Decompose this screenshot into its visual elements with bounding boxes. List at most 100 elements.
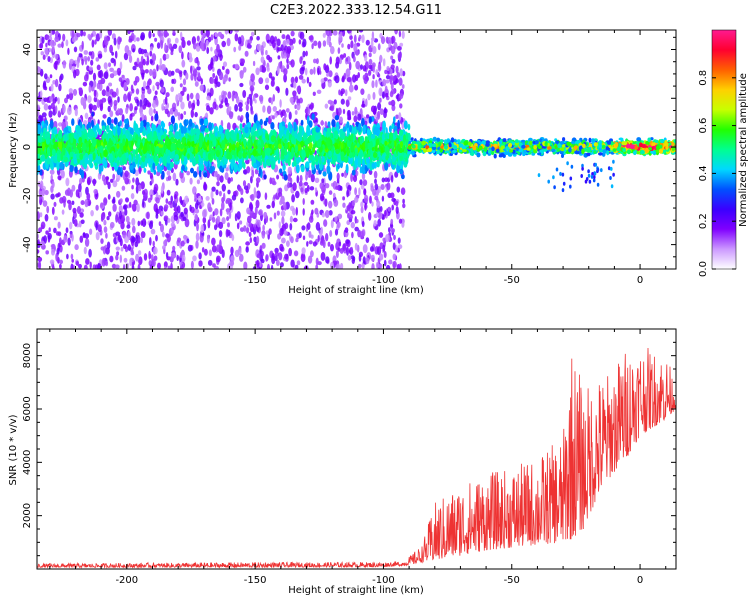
spectrogram-cell <box>289 215 293 223</box>
spectrogram-cell <box>381 177 385 183</box>
spectrogram-cell <box>148 250 151 260</box>
spectrogram-cell <box>226 208 229 215</box>
spectrogram-cell <box>119 61 123 70</box>
spectrogram-cell <box>92 104 97 111</box>
spectrogram-cell <box>378 263 383 269</box>
spectrogram-cell <box>110 221 115 229</box>
spectrogram-cell <box>339 185 343 191</box>
spectrogram-cell <box>364 54 368 62</box>
spectrogram-cell <box>88 248 92 258</box>
spectrogram-cell <box>196 66 201 71</box>
spectrogram-cell <box>180 101 185 110</box>
spectrogram-cell <box>160 120 165 128</box>
spectrogram-cell <box>283 230 288 236</box>
spectrogram-cell <box>395 65 399 74</box>
spectrogram-cell <box>374 196 379 201</box>
spectrogram-cell <box>39 212 43 218</box>
spectrogram-cell <box>388 157 392 164</box>
spectrogram-cell <box>83 128 87 134</box>
spectrogram-cell <box>300 164 305 173</box>
spectrogram-cell <box>238 107 243 112</box>
spectrogram-cell <box>88 66 94 71</box>
spectrogram-cell <box>112 180 118 188</box>
spectrogram-cell <box>180 211 185 218</box>
spectrogram-cell <box>271 200 275 209</box>
spectrogram-cell <box>306 222 311 231</box>
spectrogram-cell <box>209 142 213 152</box>
spectrogram-cell <box>147 158 152 165</box>
spectrogram-cell <box>189 177 193 185</box>
spectrogram-cell <box>129 145 134 152</box>
spectrogram-cell <box>284 138 287 144</box>
spectrogram-cell <box>183 86 187 92</box>
spectrogram-cell <box>72 207 77 214</box>
spectrogram-cell <box>103 178 107 186</box>
spectrogram-cell <box>190 260 194 269</box>
spectrogram-cell <box>289 223 293 231</box>
spectrogram-cell <box>315 58 319 65</box>
spectrogram-cell <box>95 57 100 62</box>
spectrogram-cell <box>96 64 101 71</box>
spectrogram-cell <box>156 42 161 49</box>
spectrogram-cell <box>340 88 345 95</box>
spectrogram-cell <box>401 30 405 39</box>
spectrogram-cell <box>311 209 314 215</box>
spectrogram-cell <box>298 181 303 187</box>
spectrogram-cell <box>256 235 260 245</box>
spectrogram-cell <box>87 95 92 103</box>
spectrogram-cell <box>99 146 103 154</box>
spectrogram-cell <box>384 162 389 171</box>
spectrogram-cell <box>59 259 63 265</box>
spectrogram-cell <box>339 116 343 124</box>
spectrogram-cell <box>238 45 242 51</box>
spectrogram-cell <box>53 201 57 207</box>
spectrogram-cell <box>214 170 218 177</box>
spectrogram-cell <box>116 143 120 149</box>
spectrogram-cell <box>288 111 292 120</box>
spectrogram-cell <box>154 90 158 96</box>
spectrogram-cell <box>112 203 117 212</box>
spectrogram-cell <box>298 232 302 239</box>
spectrogram-cell <box>130 84 134 92</box>
spectrogram-cell <box>287 166 292 175</box>
spectrogram-cell <box>76 143 82 151</box>
spectrogram-cell <box>114 50 118 59</box>
spectrogram-cell <box>74 219 78 227</box>
spectrogram-cell <box>260 50 264 56</box>
spectrogram-cell <box>71 30 75 39</box>
spectrogram-cell <box>239 253 244 262</box>
spectrogram-cell <box>55 62 58 71</box>
spectrogram-cell <box>173 122 177 133</box>
spectrogram-cell <box>315 257 319 266</box>
spectrogram-cell <box>117 36 122 45</box>
spectrogram-cell <box>398 218 403 224</box>
spectrogram-cell <box>149 221 153 230</box>
spectrogram-cell <box>54 36 60 43</box>
spectrogram-cell <box>86 177 91 186</box>
spectrogram-cell <box>45 49 49 55</box>
spectrogram-cell <box>140 93 146 101</box>
spectrogram-cell <box>211 237 216 246</box>
spectrogram-cell <box>302 198 305 205</box>
spectrogram-cell <box>129 127 134 135</box>
spectrogram-cell <box>123 81 128 91</box>
spectrogram-cell <box>321 212 325 218</box>
spectrogram-cell <box>348 84 354 93</box>
spectrogram-cell <box>71 184 76 192</box>
spectrogram-cell <box>239 82 244 88</box>
spectrogram-cell <box>270 160 276 170</box>
spectrogram-cell <box>291 194 295 203</box>
spectrogram-cell <box>122 138 126 146</box>
spectrogram-cell <box>217 31 223 37</box>
spectrogram-cell <box>374 183 379 191</box>
spectrogram-cell <box>333 99 337 105</box>
spectrogram-cell <box>258 126 262 136</box>
spectrogram-cell <box>363 76 368 85</box>
spectrogram-cell <box>194 81 199 87</box>
spectrogram-cell <box>379 108 384 115</box>
spectrogram-cell <box>371 201 374 207</box>
spectrogram-cell <box>135 253 140 262</box>
spectrogram-cell <box>328 210 333 216</box>
spectrogram-cell <box>228 210 232 219</box>
spectrogram-cell <box>75 260 79 266</box>
